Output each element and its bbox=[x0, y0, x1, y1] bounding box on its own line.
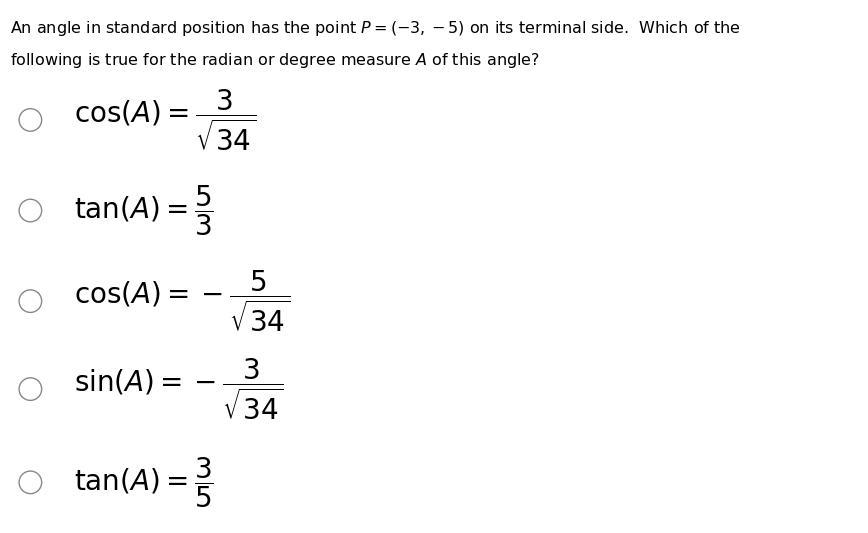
Text: $\tan(A) = \dfrac{3}{5}$: $\tan(A) = \dfrac{3}{5}$ bbox=[74, 455, 214, 510]
Text: following is true for the radian or degree measure $A$ of this angle?: following is true for the radian or degr… bbox=[10, 51, 540, 70]
Text: $\cos(A) = \dfrac{3}{\sqrt{34}}$: $\cos(A) = \dfrac{3}{\sqrt{34}}$ bbox=[74, 87, 256, 152]
Text: $\sin(A) = -\dfrac{3}{\sqrt{34}}$: $\sin(A) = -\dfrac{3}{\sqrt{34}}$ bbox=[74, 357, 283, 422]
Text: $\tan(A) = \dfrac{5}{3}$: $\tan(A) = \dfrac{5}{3}$ bbox=[74, 183, 214, 238]
Text: $\cos(A) = -\dfrac{5}{\sqrt{34}}$: $\cos(A) = -\dfrac{5}{\sqrt{34}}$ bbox=[74, 269, 290, 334]
Text: An angle in standard position has the point $P = (-3,-5)$ on its terminal side. : An angle in standard position has the po… bbox=[10, 19, 741, 38]
